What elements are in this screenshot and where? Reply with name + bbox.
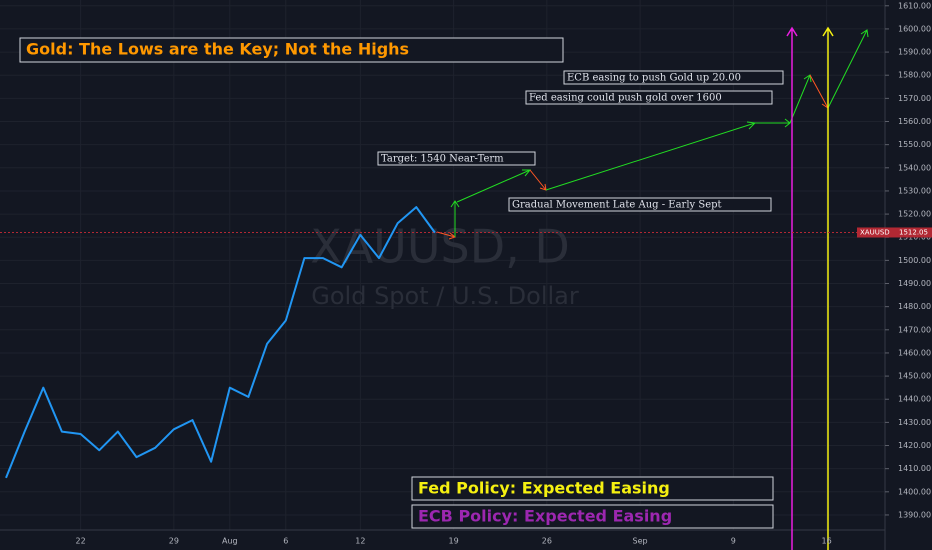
y-tick-label: 1440.00 <box>898 395 931 404</box>
arrow <box>450 200 460 237</box>
y-tick-label: 1570.00 <box>898 94 931 103</box>
ecb-marker-line <box>822 26 834 550</box>
last-price-symbol: XAUUSD <box>860 228 890 236</box>
y-tick-label: 1400.00 <box>898 487 931 496</box>
y-tick-label: 1500.00 <box>898 256 931 265</box>
policy-box <box>411 476 774 501</box>
x-tick-label: Aug <box>222 537 238 546</box>
y-tick-label: 1480.00 <box>898 302 931 311</box>
watermark-subtitle: Gold Spot / U.S. Dollar <box>311 282 579 310</box>
projection-arrows <box>436 29 869 240</box>
title-box <box>19 37 564 63</box>
y-tick-label: 1530.00 <box>898 186 931 195</box>
x-tick-label: 9 <box>731 537 736 546</box>
annotation-box <box>525 90 773 105</box>
y-tick-label: 1590.00 <box>898 48 931 57</box>
fed-marker-line <box>786 26 798 550</box>
y-tick-label: 1390.00 <box>898 510 931 519</box>
x-tick-label: 26 <box>542 537 552 546</box>
annotation-box <box>508 197 772 212</box>
y-tick-label: 1560.00 <box>898 117 931 126</box>
y-tick-label: 1420.00 <box>898 441 931 450</box>
x-tick-label: Sep <box>633 537 648 546</box>
x-tick-label: 29 <box>169 537 179 546</box>
y-tick-label: 1450.00 <box>898 372 931 381</box>
y-tick-label: 1520.00 <box>898 210 931 219</box>
y-tick-label: 1610.00 <box>898 1 931 10</box>
annotation-box <box>377 151 536 166</box>
policy-note: ECB Policy: Expected Easing <box>418 507 672 526</box>
y-tick-label: 1430.00 <box>898 418 931 427</box>
annotation: ECB easing to push Gold up 20.00 <box>567 73 741 84</box>
policy-box <box>411 504 774 529</box>
y-tick-label: 1490.00 <box>898 279 931 288</box>
annotation: Fed easing could push gold over 1600 <box>529 93 722 104</box>
y-tick-label: 1600.00 <box>898 24 931 33</box>
annotation: Target: 1540 Near-Term <box>381 154 504 165</box>
y-tick-label: 1550.00 <box>898 140 931 149</box>
y-tick-label: 1540.00 <box>898 163 931 172</box>
last-price-value: 1512.05 <box>899 228 928 236</box>
arrow <box>827 29 869 109</box>
y-tick-label: 1580.00 <box>898 71 931 80</box>
chart-title: Gold: The Lows are the Key; Not the High… <box>26 40 409 59</box>
x-tick-label: 19 <box>449 537 459 546</box>
x-tick-label: 16 <box>822 537 832 546</box>
annotation: Gradual Movement Late Aug - Early Sept <box>512 200 722 211</box>
x-tick-label: 22 <box>76 537 86 546</box>
y-tick-label: 1460.00 <box>898 348 931 357</box>
annotation-box <box>563 70 784 85</box>
y-tick-label: 1410.00 <box>898 464 931 473</box>
policy-note: Fed Policy: Expected Easing <box>418 479 670 498</box>
watermark: XAUUSD, D <box>310 220 570 274</box>
y-tick-label: 1470.00 <box>898 325 931 334</box>
last-price-tag <box>857 227 932 238</box>
price-line <box>5 206 436 479</box>
x-tick-label: 6 <box>283 537 288 546</box>
x-tick-label: 12 <box>355 537 365 546</box>
